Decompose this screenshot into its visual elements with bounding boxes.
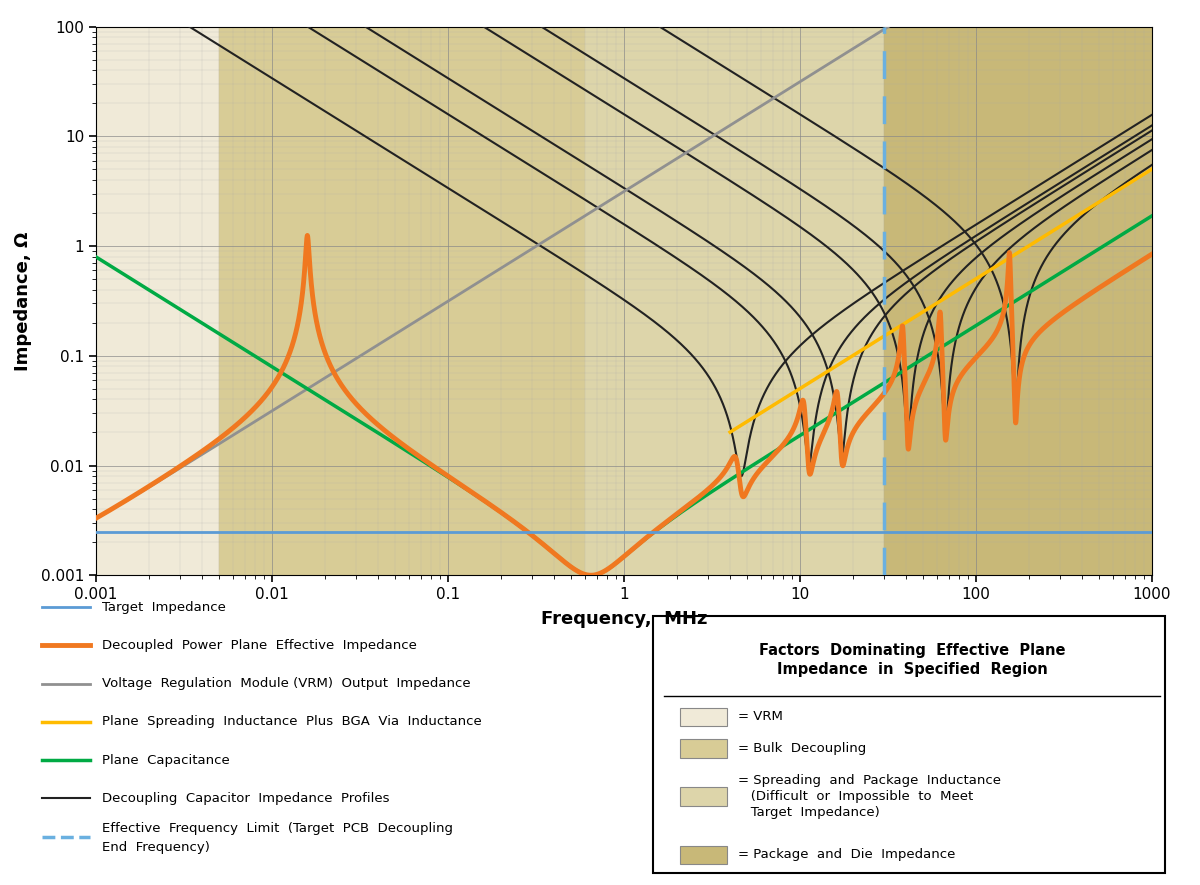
Text: Decoupled  Power  Plane  Effective  Impedance: Decoupled Power Plane Effective Impedanc… xyxy=(102,639,416,652)
Text: Target  Impedance: Target Impedance xyxy=(102,601,226,613)
Text: = VRM: = VRM xyxy=(738,711,782,723)
Bar xyxy=(679,740,727,758)
Text: (Difficult  or  Impossible  to  Meet: (Difficult or Impossible to Meet xyxy=(738,790,973,803)
Text: = Bulk  Decoupling: = Bulk Decoupling xyxy=(738,743,866,755)
Bar xyxy=(584,27,884,575)
Text: Decoupling  Capacitor  Impedance  Profiles: Decoupling Capacitor Impedance Profiles xyxy=(102,792,390,804)
Bar xyxy=(220,27,584,575)
Text: = Package  and  Die  Impedance: = Package and Die Impedance xyxy=(738,849,955,861)
Text: Voltage  Regulation  Module (VRM)  Output  Impedance: Voltage Regulation Module (VRM) Output I… xyxy=(102,677,470,690)
Bar xyxy=(96,27,220,575)
Bar xyxy=(884,27,1152,575)
Y-axis label: Impedance, Ω: Impedance, Ω xyxy=(14,231,32,371)
X-axis label: Frequency,  MHz: Frequency, MHz xyxy=(541,611,707,628)
Text: Plane  Spreading  Inductance  Plus  BGA  Via  Inductance: Plane Spreading Inductance Plus BGA Via … xyxy=(102,715,481,728)
Text: Plane  Capacitance: Plane Capacitance xyxy=(102,753,229,766)
Bar xyxy=(679,788,727,805)
Text: = Spreading  and  Package  Inductance: = Spreading and Package Inductance xyxy=(738,774,1001,787)
Text: End  Frequency): End Frequency) xyxy=(102,842,210,854)
Text: Effective  Frequency  Limit  (Target  PCB  Decoupling: Effective Frequency Limit (Target PCB De… xyxy=(102,821,454,835)
Bar xyxy=(679,846,727,864)
Bar xyxy=(679,708,727,726)
Text: Target  Impedance): Target Impedance) xyxy=(738,806,880,819)
Text: Factors  Dominating  Effective  Plane
Impedance  in  Specified  Region: Factors Dominating Effective Plane Imped… xyxy=(758,643,1066,677)
